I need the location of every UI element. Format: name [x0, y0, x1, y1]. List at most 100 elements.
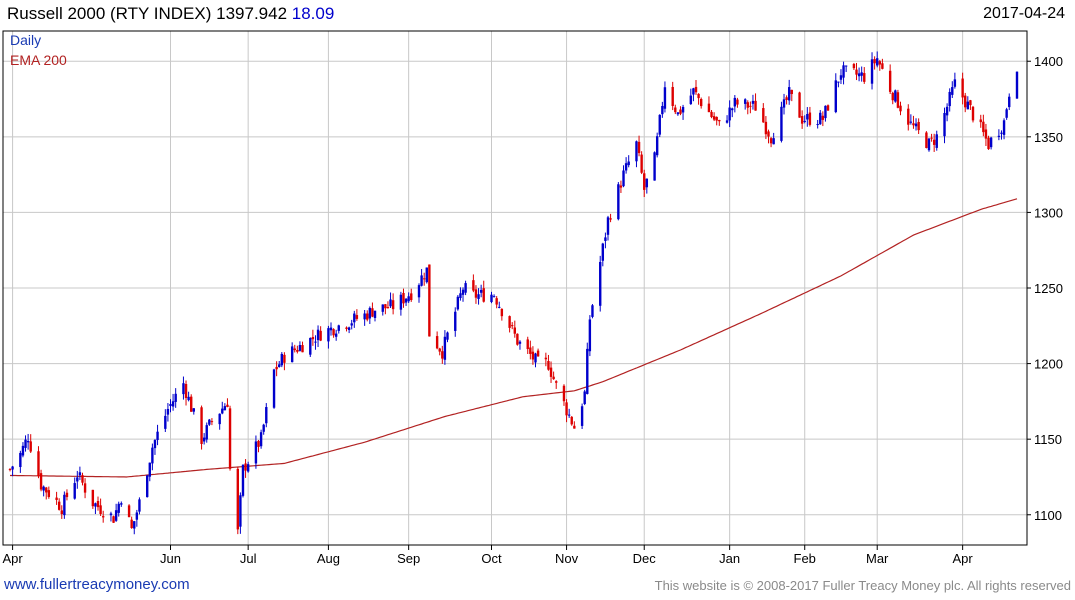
- candle-body: [653, 152, 656, 181]
- candle-body: [834, 80, 837, 113]
- candle-body: [819, 112, 822, 125]
- candle-body: [29, 441, 32, 452]
- candle-body: [63, 494, 66, 516]
- candle-body: [37, 451, 40, 477]
- candle-body: [156, 431, 159, 441]
- candle-body: [549, 367, 553, 377]
- candle-body: [640, 154, 643, 173]
- candle-body: [674, 107, 677, 113]
- candle-body: [498, 306, 501, 308]
- candle-body: [725, 120, 729, 123]
- candle-body: [842, 65, 845, 78]
- candle-body: [389, 299, 392, 307]
- y-tick-label: 1200: [1034, 357, 1063, 372]
- candle-body: [987, 137, 990, 150]
- candle-body: [366, 313, 369, 320]
- candle-body: [930, 137, 933, 139]
- candle-body: [573, 425, 576, 429]
- candle-body: [767, 131, 770, 137]
- candle-body: [896, 92, 900, 108]
- candle-body: [290, 346, 294, 363]
- candle-body: [935, 134, 938, 148]
- candle-body: [239, 495, 242, 527]
- candle-body: [762, 108, 765, 123]
- candle-body: [964, 95, 967, 108]
- candle-body: [562, 385, 566, 402]
- candle-body: [425, 267, 428, 283]
- candle-body: [109, 513, 113, 516]
- candle-body: [301, 345, 304, 353]
- candle-body: [873, 59, 876, 64]
- candle-body: [21, 445, 25, 456]
- candle-body: [800, 116, 804, 124]
- candle-body: [1005, 109, 1008, 118]
- candle-body: [355, 315, 359, 319]
- candle-body: [790, 89, 793, 95]
- candle-body: [187, 396, 190, 401]
- candle-body: [697, 93, 700, 99]
- price-change: 18.09: [291, 4, 335, 23]
- candle-body: [736, 99, 739, 105]
- candle-body: [863, 73, 866, 82]
- candle-body: [681, 106, 685, 113]
- candle-body: [637, 141, 641, 154]
- candle-body: [417, 285, 421, 298]
- y-tick-label: 1250: [1034, 281, 1063, 296]
- candle-body: [73, 483, 76, 499]
- candle-body: [526, 339, 529, 350]
- candle-body: [441, 351, 444, 359]
- candle-body: [839, 75, 843, 80]
- candle-body: [368, 307, 372, 319]
- candle-body: [226, 404, 229, 408]
- candle-body: [262, 424, 265, 432]
- candle-body: [420, 275, 423, 286]
- site-link[interactable]: www.fullertreacymoney.com: [4, 576, 190, 593]
- candle-body: [989, 137, 993, 148]
- candle-body: [754, 100, 757, 111]
- candle-body: [586, 348, 589, 394]
- candle-body: [96, 501, 100, 508]
- last-price: 1397.942: [216, 4, 288, 23]
- candle-body: [536, 350, 540, 357]
- candle-body: [153, 440, 157, 449]
- ema200-line: [10, 198, 1018, 478]
- candle-body: [114, 510, 118, 521]
- candle-body: [746, 102, 749, 108]
- candle-body: [932, 139, 936, 145]
- candle-body: [622, 170, 625, 187]
- candle-body: [81, 475, 84, 483]
- candle-body: [661, 105, 664, 115]
- candle-body: [254, 441, 258, 464]
- y-tick-label: 1350: [1034, 130, 1063, 145]
- candle-body: [329, 327, 333, 331]
- candle-body: [127, 505, 131, 518]
- candle-body: [878, 61, 881, 65]
- candle-body: [91, 489, 95, 507]
- candle-body: [138, 499, 141, 512]
- candle-body: [997, 135, 1001, 137]
- candle-body: [531, 351, 535, 360]
- candle-body: [676, 112, 680, 115]
- candle-body: [26, 441, 30, 443]
- candle-body: [1015, 71, 1019, 99]
- candle-body: [184, 383, 188, 399]
- x-tick-label: Nov: [555, 551, 579, 566]
- candle-body: [210, 421, 214, 423]
- x-tick-label: Jun: [160, 551, 181, 566]
- candle-body: [876, 58, 879, 66]
- candle-body: [19, 452, 22, 468]
- candle-body: [645, 178, 649, 188]
- candle-body: [899, 105, 902, 112]
- candle-body: [663, 87, 667, 109]
- candle-body: [870, 59, 874, 84]
- candle-body: [228, 408, 232, 469]
- candle-body: [619, 185, 623, 188]
- candle-body: [891, 92, 894, 101]
- candle-body: [715, 116, 718, 121]
- candle-body: [751, 100, 755, 104]
- candle-body: [182, 383, 185, 395]
- candle-body: [314, 341, 317, 343]
- candle-body: [345, 327, 348, 329]
- candle-body: [11, 466, 14, 470]
- candle-body: [969, 100, 972, 106]
